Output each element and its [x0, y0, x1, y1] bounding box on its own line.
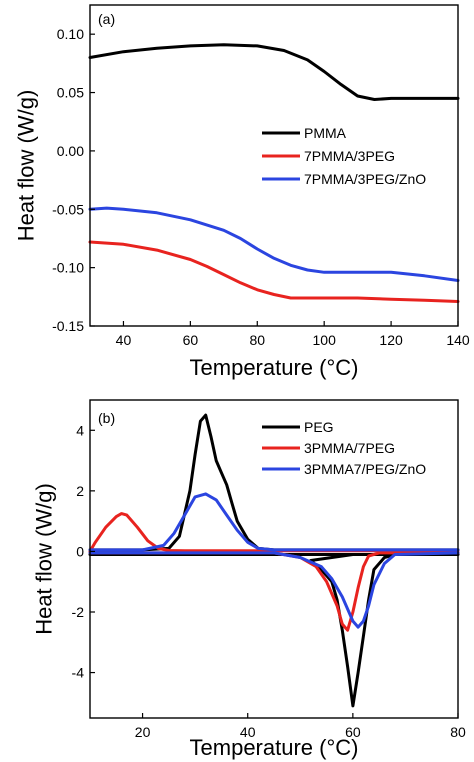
panel-a-ticks: 40 60 80 100 120 140 -0.15 -0.10 -0.05 0.00 0.05 0.… — [52, 26, 470, 348]
panel-a-series-1-segment-0-line — [88, 240, 460, 303]
panel-a-y-tick-label-0: -0.15 — [52, 318, 84, 334]
panel-b-curves — [88, 413, 460, 708]
panel-a-legend-label-1: 7PMMA/3PEG — [304, 148, 395, 164]
panel-a-curves — [88, 43, 460, 303]
panel-a-series-2-segment-0-line — [88, 206, 460, 282]
panel-b-legend: PEG 3PMMA/7PEG 3PMMA7/PEG/ZnO — [262, 419, 426, 477]
panel-b-label: (b) — [98, 410, 115, 426]
panel-a-y-tick-label-4: 0.05 — [57, 85, 84, 101]
panel-b-x-tick-label-3: 80 — [450, 724, 466, 740]
panel-a-y-tick-label-2: -0.05 — [52, 201, 84, 217]
panel-a-x-axis-title: Temperature (°C) — [190, 355, 359, 380]
panel-b-x-tick-label-1: 40 — [240, 724, 256, 740]
panel-a-y-tick-label-1: -0.10 — [52, 260, 84, 276]
panel-b-y-tick-label-3: 2 — [76, 483, 84, 499]
panel-a-x-tick-label-4: 120 — [379, 332, 403, 348]
panel-b-y-tick-label-0: -4 — [72, 665, 85, 681]
panel-a-label: (a) — [98, 11, 115, 27]
panel-b-series-1-segment-1-line — [88, 551, 460, 632]
panel-a-x-tick-label-3: 100 — [313, 332, 337, 348]
panel-a-x-tick-label-0: 40 — [116, 332, 132, 348]
panel-a-plot-frame — [89, 4, 459, 327]
panel-b-series-2-segment-0-line — [88, 492, 460, 552]
panel-b-series-1-segment-0-line — [88, 512, 460, 553]
panel-a-y-axis-title: Heat flow (W/g) — [14, 90, 39, 242]
panel-a-legend-label-2: 7PMMA/3PEG/ZnO — [304, 171, 426, 187]
panel-a-series-0-segment-0-line — [88, 43, 460, 101]
panel-b-series-2-segment-1-line — [88, 551, 460, 629]
panel-b-ticks: 20 40 60 80 -4 -2 0 2 4 — [72, 422, 466, 740]
panel-b-legend-label-1: 3PMMA/7PEG — [304, 440, 395, 456]
panel-a-y-tick-label-3: 0.00 — [57, 143, 84, 159]
panel-b-legend-label-2: 3PMMA7/PEG/ZnO — [304, 461, 426, 477]
panel-b-x-axis-title: Temperature (°C) — [190, 735, 359, 760]
panel-b-x-tick-label-2: 60 — [345, 724, 361, 740]
panel-a-x-tick-label-5: 140 — [446, 332, 470, 348]
panel-a-y-tick-label-5: 0.10 — [57, 26, 84, 42]
panel-b-x-tick-label-0: 20 — [135, 724, 151, 740]
panel-a-x-tick-label-1: 60 — [183, 332, 199, 348]
panel-a-legend-label-0: PMMA — [304, 125, 347, 141]
panel-b-series-0-segment-1-line — [88, 553, 460, 708]
panel-b-y-axis-title: Heat flow (W/g) — [32, 483, 57, 635]
panel-b-plot-frame — [89, 399, 459, 719]
panel-a-x-tick-label-2: 80 — [249, 332, 265, 348]
panel-b-y-tick-label-1: -2 — [72, 604, 85, 620]
panel-b-series-0-segment-0-line — [88, 413, 460, 552]
panel-b-y-tick-label-4: 4 — [76, 422, 84, 438]
panel-a-legend: PMMA 7PMMA/3PEG 7PMMA/3PEG/ZnO — [262, 125, 426, 187]
panel-b-y-tick-label-2: 0 — [76, 543, 84, 559]
panel-a: (a) 40 60 80 100 120 140 -0.15 -0.10 -0.05 0.00 0.… — [14, 4, 470, 380]
panel-b: (b) 20 40 60 80 -4 -2 0 2 4 PEG 3PMMA/7PEG 3PMMA7/… — [32, 399, 466, 760]
panel-b-legend-label-0: PEG — [304, 419, 334, 435]
